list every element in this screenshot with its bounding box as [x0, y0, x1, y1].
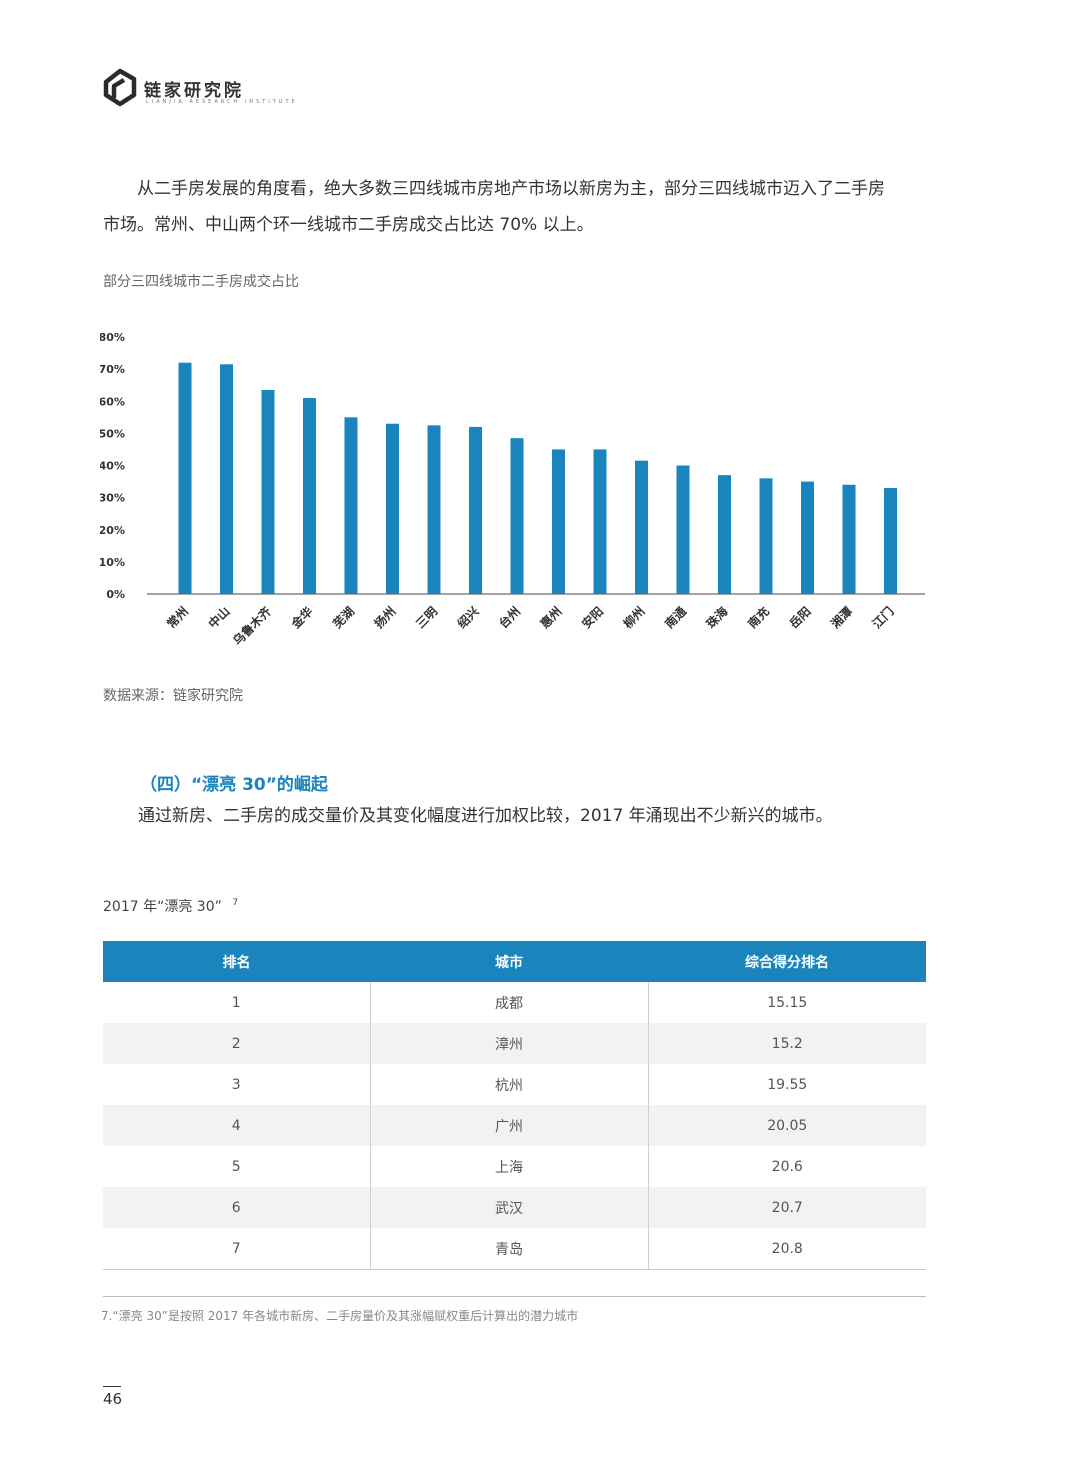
bar	[593, 449, 607, 594]
page-number: 46	[103, 1390, 123, 1408]
x-tick-label: 乌鲁木齐	[230, 603, 275, 648]
bar	[842, 484, 856, 594]
bar	[386, 423, 399, 594]
x-tick-label: 江门	[869, 604, 897, 632]
cell-rank: 1	[103, 982, 371, 1023]
cell-rank: 5	[103, 1146, 371, 1187]
x-tick-label: 金华	[287, 604, 315, 632]
bar	[884, 487, 897, 594]
y-tick-label: 50%	[100, 427, 125, 440]
cell-city: 杭州	[370, 1064, 649, 1105]
brand-subtitle: LIANJIA RESEARCH INSTITUTE	[146, 99, 298, 105]
cell-city: 广州	[370, 1105, 649, 1146]
brand-logo: 链家研究院 LIANJIA RESEARCH INSTITUTE	[100, 66, 300, 110]
bar	[469, 426, 482, 594]
x-tick-label: 安阳	[579, 604, 607, 632]
bar	[552, 449, 565, 594]
y-tick-label: 0%	[106, 588, 125, 601]
table-row: 7 青岛 20.8	[103, 1228, 926, 1270]
ranking-table: 排名 城市 综合得分排名 1 成都 15.15 2 漳州 15.2 3 杭州 1…	[103, 941, 926, 1270]
x-tick-label: 南充	[745, 604, 773, 632]
cell-city: 成都	[370, 982, 649, 1023]
brand-name: 链家研究院	[144, 81, 244, 101]
page-number-rule	[103, 1386, 121, 1387]
y-tick-label: 70%	[100, 363, 125, 376]
header-score: 综合得分排名	[648, 941, 926, 982]
section-body: 通过新房、二手房的成交量价及其变化幅度进行加权比较，2017 年涌现出不少新兴的…	[138, 806, 833, 826]
intro-line-2: 市场。常州、中山两个环一线城市二手房成交占比达 70% 以上。	[103, 215, 594, 235]
cell-score: 20.7	[648, 1187, 926, 1228]
table-row: 4 广州 20.05	[103, 1105, 926, 1146]
bar	[801, 481, 814, 594]
x-tick-label: 台州	[496, 604, 524, 632]
x-tick-label: 扬州	[371, 604, 399, 632]
bar	[178, 362, 192, 594]
table-row: 3 杭州 19.55	[103, 1064, 926, 1105]
section-heading: （四）“漂亮 30”的崛起	[140, 775, 328, 795]
cell-score: 20.8	[648, 1228, 926, 1270]
table-row: 2 漳州 15.2	[103, 1023, 926, 1064]
y-tick-label: 40%	[100, 460, 125, 473]
cell-city: 漳州	[370, 1023, 649, 1064]
footnote: 7.“漂亮 30”是按照 2017 年各城市新房、二手房量价及其涨幅赋权重后计算…	[101, 1309, 579, 1323]
cell-score: 20.6	[771, 1158, 803, 1175]
y-tick-label: 20%	[100, 524, 125, 537]
x-tick-label: 绍兴	[454, 604, 482, 632]
bar	[344, 417, 358, 594]
intro-paragraph: 从二手房发展的角度看，绝大多数三四线城市房地产市场以新房为主，部分三四线城市迈入…	[103, 171, 933, 243]
y-tick-label: 60%	[100, 395, 125, 408]
cell-city: 青岛	[370, 1228, 649, 1270]
y-tick-label: 10%	[100, 556, 125, 569]
x-tick-label: 惠州	[537, 604, 565, 632]
x-tick-label: 芜湖	[330, 604, 358, 632]
intro-line-1: 从二手房发展的角度看，绝大多数三四线城市房地产市场以新房为主，部分三四线城市迈入…	[137, 179, 885, 199]
x-tick-label: 南通	[662, 604, 690, 632]
bar	[220, 364, 233, 594]
cell-city: 武汉	[370, 1187, 649, 1228]
bar	[427, 425, 441, 594]
cell-rank: 7	[103, 1228, 371, 1270]
footnote-divider	[103, 1296, 926, 1297]
bar	[676, 465, 690, 594]
x-tick-label: 珠海	[703, 604, 731, 632]
table-header-row: 排名 城市 综合得分排名	[103, 941, 926, 982]
header-rank: 排名	[103, 941, 370, 982]
bar	[759, 478, 773, 594]
bar	[718, 475, 731, 594]
x-tick-label: 中山	[205, 604, 233, 632]
cell-score: 15.15	[767, 994, 808, 1011]
x-tick-label: 柳州	[620, 604, 648, 632]
x-tick-label: 岳阳	[786, 604, 814, 632]
table-row: 5 上海 20.6	[103, 1146, 926, 1187]
cell-score: 19.55	[767, 1076, 808, 1093]
table-caption-text: 2017 年“漂亮 30”	[103, 899, 222, 915]
table-caption: 2017 年“漂亮 30” 7	[103, 896, 238, 916]
cell-score: 15.2	[648, 1023, 926, 1064]
cell-rank: 2	[103, 1023, 371, 1064]
footnote-marker: 7	[232, 898, 239, 909]
source-note: 数据来源：链家研究院	[103, 688, 243, 704]
header-city: 城市	[370, 941, 648, 982]
cell-rank: 6	[103, 1187, 371, 1228]
bar	[261, 390, 275, 594]
y-tick-label: 30%	[100, 492, 125, 505]
chart-caption: 部分三四线城市二手房成交占比	[103, 274, 299, 290]
bar-chart: 0% 10% 20% 30% 40% 50% 60% 70% 80% 常州 中山 乌鲁木齐 金华 芜湖 扬州…	[99, 320, 940, 660]
cell-rank: 3	[103, 1064, 371, 1105]
cell-rank: 4	[103, 1105, 371, 1146]
bar	[635, 460, 648, 594]
bar	[303, 398, 316, 594]
bar	[510, 438, 524, 594]
cell-city: 上海	[370, 1146, 649, 1187]
x-tick-label: 湘潭	[828, 604, 856, 632]
y-tick-label: 80%	[100, 331, 125, 344]
x-tick-label: 三明	[413, 604, 440, 631]
cell-score: 20.05	[648, 1105, 926, 1146]
logo-mark-icon	[103, 68, 137, 107]
table-row: 1 成都 15.15	[103, 982, 926, 1023]
table-row: 6 武汉 20.7	[103, 1187, 926, 1228]
x-tick-label: 常州	[164, 604, 192, 632]
